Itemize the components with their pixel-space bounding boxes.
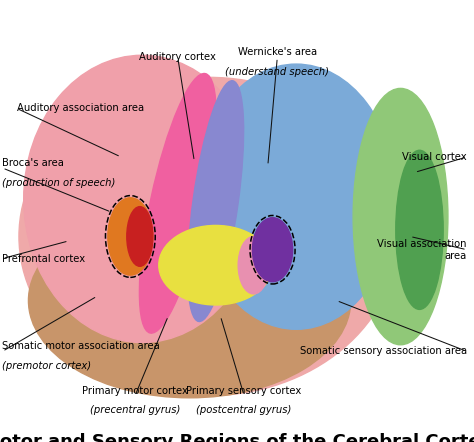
Text: (premotor cortex): (premotor cortex) (2, 361, 91, 371)
Ellipse shape (238, 236, 269, 294)
Ellipse shape (159, 225, 273, 305)
Text: Somatic sensory association area: Somatic sensory association area (300, 347, 467, 356)
Ellipse shape (127, 207, 153, 266)
Text: Primary motor cortex: Primary motor cortex (82, 385, 188, 396)
Text: Wernicke's area: Wernicke's area (238, 47, 317, 57)
Ellipse shape (139, 73, 216, 333)
Ellipse shape (396, 150, 443, 309)
Ellipse shape (197, 64, 396, 329)
Ellipse shape (353, 88, 448, 345)
Text: Visual association
area: Visual association area (377, 239, 467, 260)
Text: Prefrontal cortex: Prefrontal cortex (2, 254, 85, 263)
Text: Somatic motor association area: Somatic motor association area (2, 341, 160, 351)
Ellipse shape (24, 55, 261, 343)
Text: (precentral gyrus): (precentral gyrus) (90, 405, 180, 415)
Text: Visual cortex: Visual cortex (402, 152, 467, 162)
Text: Primary sensory cortex: Primary sensory cortex (186, 385, 302, 396)
Text: Broca's area: Broca's area (2, 158, 64, 168)
Ellipse shape (28, 203, 351, 398)
Text: (postcentral gyrus): (postcentral gyrus) (196, 405, 292, 415)
Ellipse shape (188, 81, 244, 321)
Text: Auditory cortex: Auditory cortex (139, 53, 216, 62)
Text: Auditory association area: Auditory association area (17, 103, 144, 113)
Text: (understand speech): (understand speech) (225, 67, 329, 77)
Ellipse shape (252, 217, 292, 282)
Text: (production of speech): (production of speech) (2, 178, 116, 188)
Ellipse shape (108, 198, 153, 275)
Ellipse shape (19, 77, 398, 396)
Text: Motor and Sensory Regions of the Cerebral Cortex: Motor and Sensory Regions of the Cerebra… (0, 433, 474, 442)
